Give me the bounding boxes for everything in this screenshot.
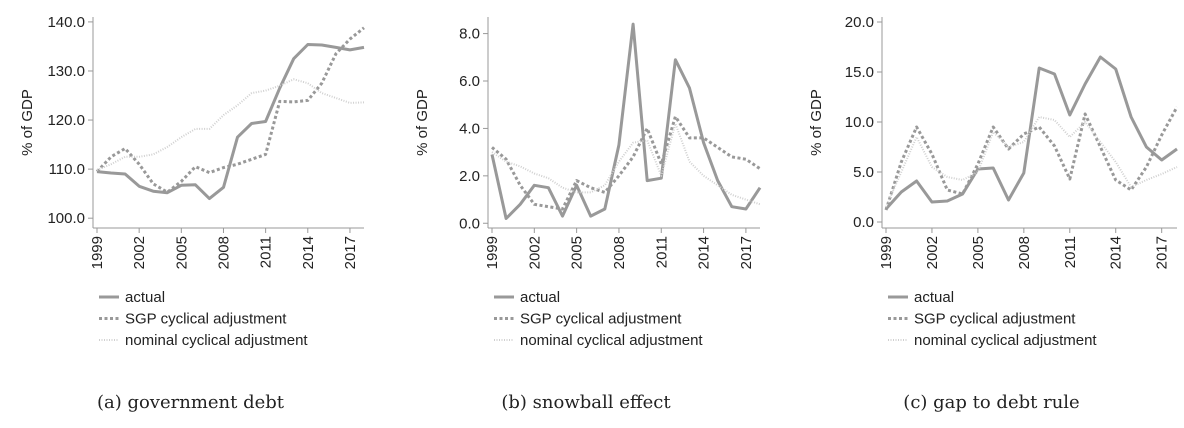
legend-label: SGP cyclical adjustment bbox=[914, 311, 1076, 328]
data-line bbox=[95, 26, 365, 194]
legend-label: nominal cyclical adjustment bbox=[520, 332, 703, 349]
y-tick-label: 8.0 bbox=[459, 26, 480, 43]
y-axis-label: % of GDP bbox=[19, 89, 36, 156]
data-line bbox=[884, 55, 1178, 211]
y-tick-label: 10.0 bbox=[845, 114, 874, 131]
y-tick-label: 0.0 bbox=[459, 215, 480, 232]
legend-label: actual bbox=[125, 289, 165, 306]
x-tick-label: 2014 bbox=[1108, 236, 1125, 269]
x-tick-label: 2011 bbox=[653, 236, 670, 268]
x-tick-label: 2008 bbox=[611, 236, 628, 269]
y-tick-label: 2.0 bbox=[459, 168, 480, 185]
x-tick-label: 1999 bbox=[484, 236, 501, 269]
panel: 100.0 110.0 120.0 130.0 140.0 1999 2002 2005 200… bbox=[19, 14, 365, 413]
x-tick-label: 2011 bbox=[258, 236, 275, 268]
y-tick-label: 110.0 bbox=[49, 161, 85, 178]
data-line bbox=[491, 122, 761, 206]
data-line bbox=[96, 78, 365, 172]
y-tick-label: 4.0 bbox=[459, 120, 480, 137]
x-tick-label: 2005 bbox=[569, 236, 586, 269]
y-tick-label: 6.0 bbox=[459, 73, 480, 90]
caption: (b) snowball effect bbox=[501, 392, 671, 413]
panel: 0.0 2.0 4.0 6.0 8.0 1999 2002 2005 2008 2011 2014 2… bbox=[414, 17, 762, 413]
data-line bbox=[96, 43, 365, 201]
legend-label: SGP cyclical adjustment bbox=[520, 311, 682, 328]
x-tick-label: 2017 bbox=[738, 236, 755, 269]
legend-label: nominal cyclical adjustment bbox=[125, 332, 308, 349]
x-tick-label: 2005 bbox=[970, 236, 987, 269]
x-tick-label: 2008 bbox=[1016, 236, 1033, 269]
caption: (c) gap to debt rule bbox=[903, 392, 1079, 413]
x-tick-label: 2002 bbox=[526, 236, 543, 269]
x-tick-label: 1999 bbox=[878, 236, 895, 269]
x-tick-label: 2014 bbox=[300, 236, 317, 269]
panel: 0.0 5.0 10.0 15.0 20.0 1999 2002 2005 2008 2011 20… bbox=[808, 14, 1179, 413]
x-tick-label: 2014 bbox=[696, 236, 713, 269]
y-tick-label: 140.0 bbox=[47, 14, 85, 31]
x-tick-label: 2005 bbox=[173, 236, 190, 269]
y-tick-label: 120.0 bbox=[47, 112, 85, 129]
x-tick-label: 2002 bbox=[924, 236, 941, 269]
x-tick-label: 1999 bbox=[89, 236, 106, 269]
y-axis-label: % of GDP bbox=[414, 89, 431, 156]
data-line bbox=[885, 116, 1178, 208]
x-tick-label: 2017 bbox=[1154, 236, 1171, 269]
x-tick-label: 2002 bbox=[131, 236, 148, 269]
y-tick-label: 15.0 bbox=[845, 64, 874, 81]
x-tick-label: 2017 bbox=[342, 236, 359, 269]
x-tick-label: 2011 bbox=[1062, 236, 1079, 268]
y-tick-label: 130.0 bbox=[47, 63, 85, 80]
legend-label: actual bbox=[914, 289, 954, 306]
x-tick-label: 2008 bbox=[215, 236, 232, 269]
data-line bbox=[491, 115, 761, 211]
y-tick-label: 20.0 bbox=[845, 14, 874, 31]
caption: (a) government debt bbox=[97, 392, 285, 413]
y-tick-label: 0.0 bbox=[853, 214, 874, 231]
data-line bbox=[490, 22, 762, 220]
y-axis-label: % of GDP bbox=[808, 89, 825, 156]
y-tick-label: 5.0 bbox=[853, 164, 874, 181]
y-tick-label: 100.0 bbox=[47, 210, 85, 227]
legend-label: SGP cyclical adjustment bbox=[125, 311, 287, 328]
legend-label: actual bbox=[520, 289, 560, 306]
legend-label: nominal cyclical adjustment bbox=[914, 332, 1097, 349]
